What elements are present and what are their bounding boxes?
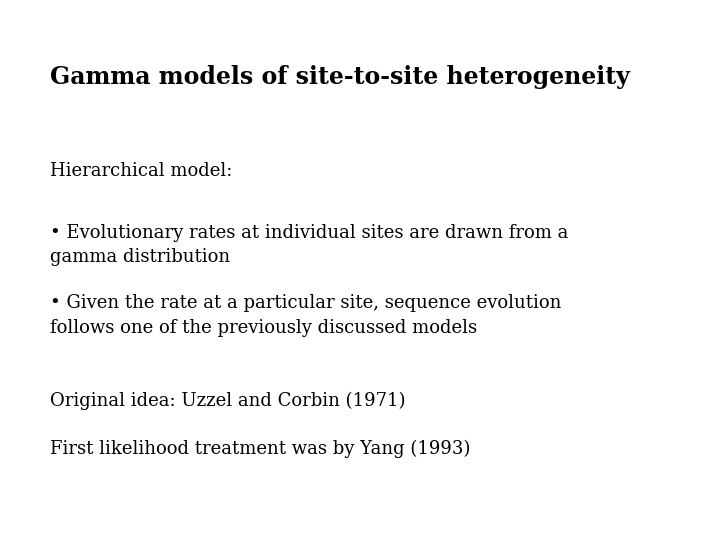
Text: Hierarchical model:: Hierarchical model:: [50, 162, 233, 180]
Text: Gamma models of site-to-site heterogeneity: Gamma models of site-to-site heterogenei…: [50, 65, 630, 89]
Text: First likelihood treatment was by Yang (1993): First likelihood treatment was by Yang (…: [50, 440, 471, 458]
Text: • Evolutionary rates at individual sites are drawn from a
gamma distribution: • Evolutionary rates at individual sites…: [50, 224, 569, 266]
Text: • Given the rate at a particular site, sequence evolution
follows one of the pre: • Given the rate at a particular site, s…: [50, 294, 562, 336]
Text: Original idea: Uzzel and Corbin (1971): Original idea: Uzzel and Corbin (1971): [50, 392, 406, 410]
